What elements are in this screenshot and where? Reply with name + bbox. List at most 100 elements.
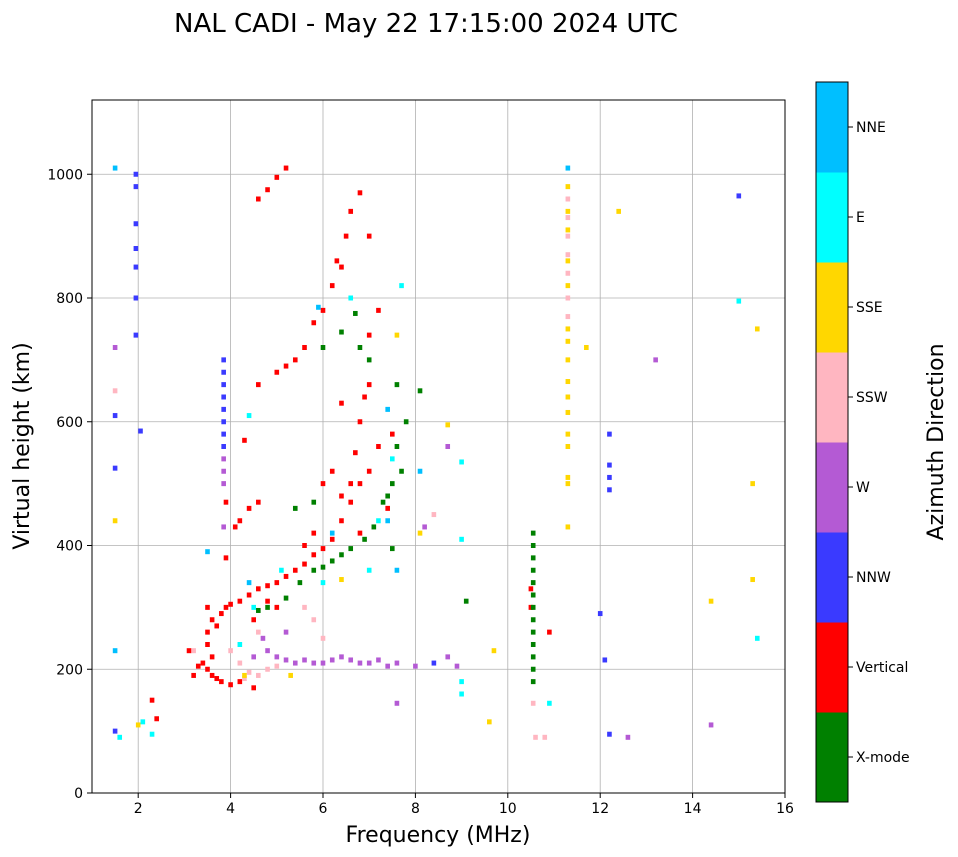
data-point <box>135 722 141 728</box>
y-tick-label: 1000 <box>47 167 83 183</box>
data-point <box>736 193 742 199</box>
data-point <box>149 731 155 737</box>
data-point <box>292 567 298 573</box>
data-point <box>214 676 220 682</box>
data-point <box>445 422 451 428</box>
data-point <box>339 654 344 660</box>
data-point <box>353 310 358 316</box>
data-point <box>708 722 714 728</box>
data-point <box>339 264 344 270</box>
data-point <box>311 320 317 326</box>
data-point <box>112 648 118 654</box>
data-point <box>602 657 608 663</box>
data-points <box>112 165 760 740</box>
data-point <box>205 642 210 647</box>
data-point <box>565 270 571 276</box>
data-point <box>283 573 289 579</box>
data-point <box>357 419 363 425</box>
data-point <box>343 233 349 239</box>
data-point <box>339 518 344 524</box>
data-point <box>320 307 326 313</box>
data-point <box>221 481 226 487</box>
data-point <box>565 184 571 190</box>
colorbar: X-mode Vertical NNW W SSW SSE E NNE <box>815 81 910 803</box>
data-point <box>154 716 159 722</box>
data-point <box>584 345 589 350</box>
data-point <box>750 481 755 487</box>
data-point <box>357 345 363 350</box>
data-point <box>607 487 612 493</box>
data-point <box>625 734 631 740</box>
data-point <box>329 283 335 289</box>
x-tick-label: 8 <box>411 801 420 817</box>
data-point <box>565 431 571 437</box>
data-point <box>292 357 298 363</box>
data-point <box>394 567 400 573</box>
data-point <box>353 450 358 456</box>
data-point <box>357 660 363 666</box>
data-point <box>320 345 326 350</box>
data-point <box>376 444 381 449</box>
x-tick-label: 16 <box>776 801 794 817</box>
data-point <box>195 663 201 669</box>
data-point <box>394 382 400 388</box>
data-point <box>221 406 226 412</box>
data-point <box>329 536 335 542</box>
data-point <box>283 657 289 663</box>
data-point <box>311 567 317 573</box>
data-point <box>339 329 344 335</box>
data-point <box>279 567 284 573</box>
data-point <box>246 413 252 419</box>
data-point <box>242 676 247 682</box>
data-point <box>530 617 536 623</box>
data-point <box>316 304 321 310</box>
data-point <box>542 734 548 740</box>
data-point <box>117 734 123 740</box>
data-point <box>205 549 210 555</box>
data-point <box>390 481 395 487</box>
data-point <box>653 357 658 363</box>
x-axis-label: Frequency (MHz) <box>346 823 531 848</box>
x-tick-label: 12 <box>591 801 609 817</box>
data-point <box>348 208 354 214</box>
data-point <box>112 345 118 350</box>
data-point <box>390 431 395 437</box>
data-point <box>232 524 238 530</box>
data-point <box>133 184 139 190</box>
data-point <box>329 468 335 474</box>
data-point <box>491 648 497 654</box>
data-point <box>256 629 261 635</box>
data-point <box>320 546 326 552</box>
data-point <box>246 580 252 586</box>
data-point <box>334 258 340 264</box>
data-point <box>237 660 243 666</box>
data-point <box>219 611 224 617</box>
data-point <box>265 666 270 672</box>
data-point <box>385 406 390 412</box>
data-point <box>530 567 536 573</box>
data-point <box>205 629 210 635</box>
data-point <box>302 345 307 350</box>
data-point <box>530 679 536 685</box>
colorbar-segment <box>816 532 848 623</box>
data-point <box>463 598 469 604</box>
data-point <box>339 577 344 583</box>
data-point <box>221 394 226 400</box>
data-point <box>221 431 226 437</box>
data-point <box>237 642 243 647</box>
data-point <box>399 283 404 289</box>
data-point <box>366 233 372 239</box>
data-point <box>297 580 303 586</box>
data-point <box>283 595 289 601</box>
data-point <box>242 437 247 443</box>
data-point <box>221 468 226 474</box>
data-point <box>246 592 252 598</box>
data-point <box>459 679 464 685</box>
data-point <box>251 685 256 691</box>
data-point <box>565 379 571 385</box>
data-point <box>357 530 363 536</box>
data-point <box>487 719 492 725</box>
data-point <box>616 208 621 214</box>
data-point <box>607 731 612 737</box>
